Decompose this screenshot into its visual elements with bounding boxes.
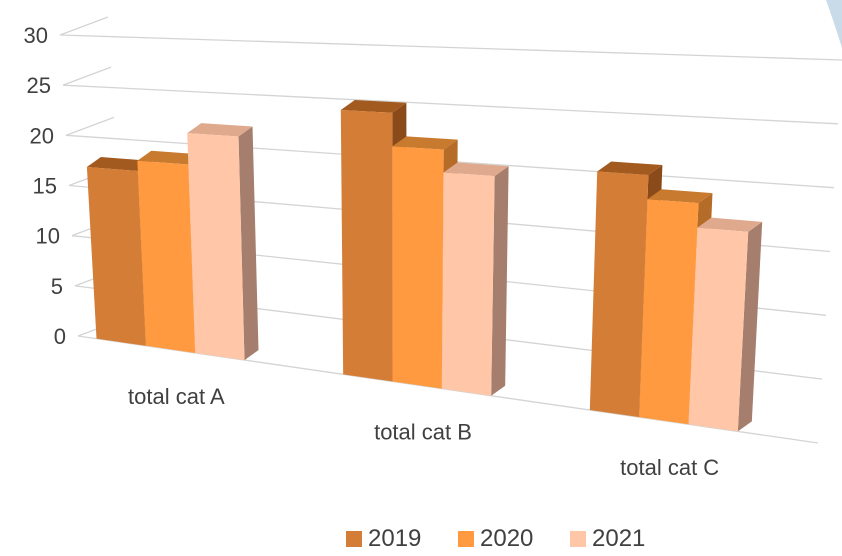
bar: [187, 123, 259, 361]
y-axis-ticks: 0 5 10 15 20 25 30: [24, 23, 66, 349]
bar-front: [441, 172, 495, 396]
legend-label: 2020: [480, 525, 533, 552]
gridline: [59, 16, 842, 61]
bar-top: [137, 150, 203, 165]
y-tick-label: 5: [51, 274, 63, 299]
legend: 2019 2020 2021: [346, 525, 645, 552]
legend-label: 2019: [368, 525, 421, 552]
gridline: [62, 66, 839, 125]
bars: [86, 100, 763, 432]
bar-side: [737, 221, 763, 432]
bar-top: [597, 161, 663, 176]
bar-front: [639, 199, 699, 425]
y-tick-label: 20: [30, 123, 54, 148]
gridline: [65, 116, 835, 189]
y-tick-label: 10: [36, 224, 60, 249]
y-tick-label: 15: [33, 174, 57, 199]
bar-front: [589, 171, 649, 418]
gridlines: [59, 16, 842, 444]
bar: [688, 217, 763, 432]
bar-front: [86, 166, 146, 346]
bar-top: [187, 123, 253, 137]
bar-front: [688, 227, 749, 432]
legend-swatch: [458, 531, 474, 547]
bar-top: [340, 100, 407, 113]
bar-front: [392, 146, 444, 389]
bar-side: [238, 126, 259, 361]
legend-label: 2021: [592, 525, 645, 552]
bar-front: [340, 110, 393, 382]
bar: [441, 162, 509, 396]
bar-top: [86, 156, 152, 171]
bar-top: [647, 189, 713, 204]
category-label: total cat A: [128, 384, 225, 409]
legend-swatch: [346, 531, 362, 547]
category-label: total cat C: [620, 455, 719, 480]
y-tick-label: 0: [54, 324, 66, 349]
category-labels: total cat A total cat B total cat C: [128, 384, 719, 480]
bar-side: [491, 166, 509, 396]
bar-top: [443, 162, 509, 177]
category-label: total cat B: [374, 420, 472, 445]
decorative-corner-arc: [826, 0, 842, 48]
y-tick-label: 25: [27, 73, 51, 98]
bar-top: [392, 136, 458, 150]
bar-top: [697, 217, 763, 232]
y-tick-label: 30: [24, 23, 48, 48]
bar-front: [137, 160, 196, 353]
bar-front: [187, 133, 245, 361]
legend-swatch: [570, 531, 586, 547]
